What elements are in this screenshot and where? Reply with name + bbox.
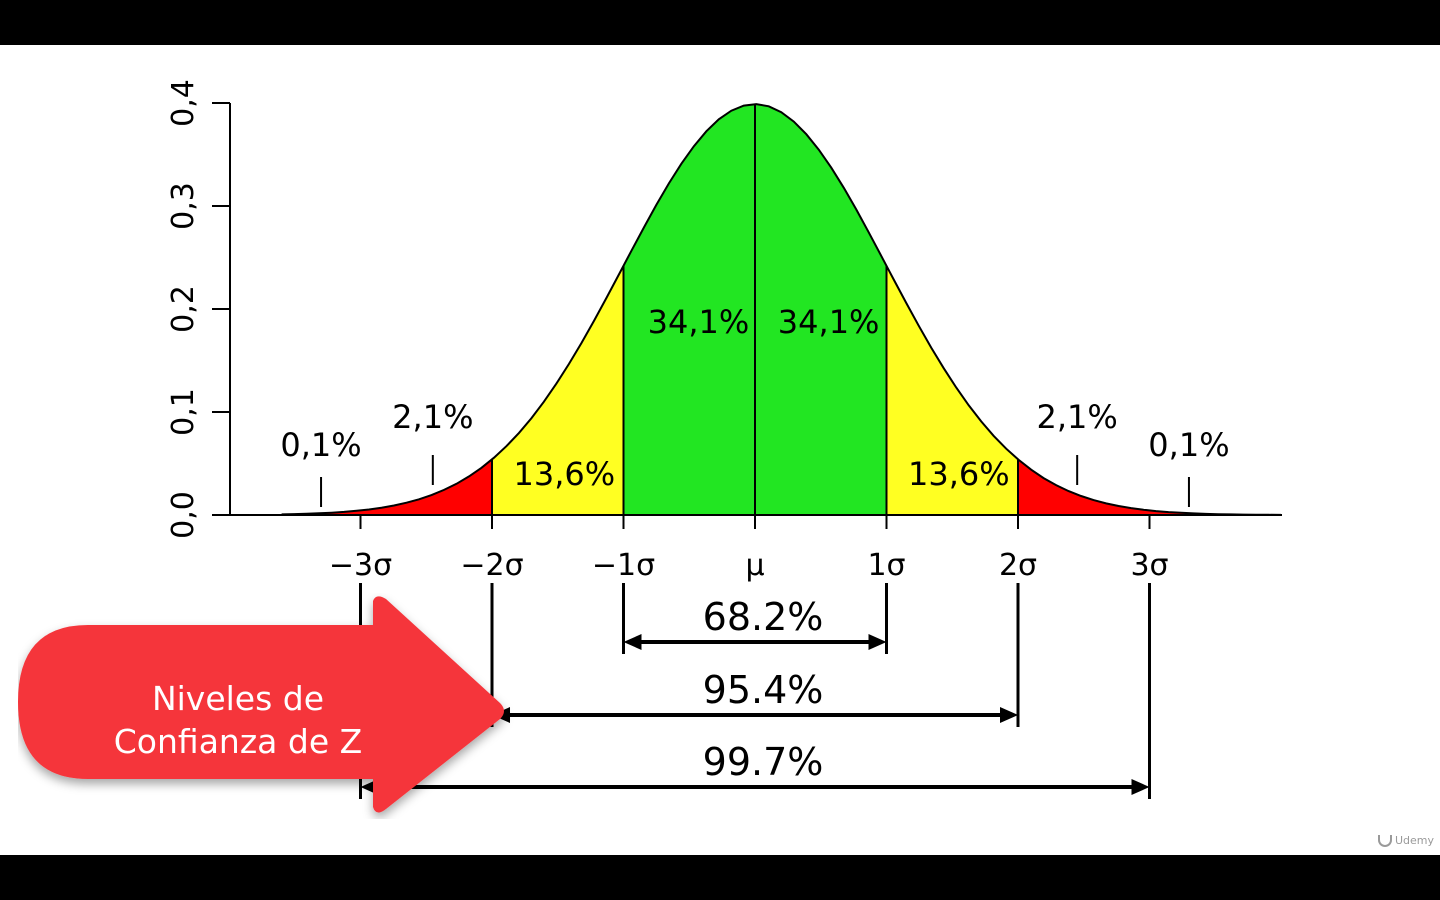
slide: 0,0 0,1 0,2 0,3 0,4 −3σ −2σ −1σ μ 1σ 2σ 3σ 0,1% 2,1% 1…: [0, 45, 1440, 855]
region-6: [1018, 459, 1150, 515]
callout-text: Niveles de Confianza de Z: [58, 677, 418, 763]
x-tick-label-1: −2σ: [460, 548, 523, 583]
region-label-7: 0,1%: [1148, 426, 1229, 464]
region-label-6: 2,1%: [1037, 398, 1118, 436]
y-tick-label-3: 0,3: [166, 182, 201, 230]
normal-distribution-chart: 0,0 0,1 0,2 0,3 0,4 −3σ −2σ −1σ μ 1σ 2σ 3σ 0,1% 2,1% 1…: [166, 79, 1282, 799]
y-tick-label-4: 0,4: [166, 79, 201, 127]
y-tick-label-2: 0,2: [166, 285, 201, 333]
udemy-logo-icon: [1377, 834, 1392, 847]
range-arrow-left-0: [623, 634, 642, 650]
region-label-3: 34,1%: [648, 303, 750, 341]
region-label-0: 0,1%: [280, 426, 361, 464]
y-tick-label-0: 0,0: [166, 491, 201, 539]
region-label-4: 34,1%: [778, 303, 880, 341]
x-tick-label-0: −3σ: [329, 548, 392, 583]
region-label-2: 13,6%: [513, 455, 615, 493]
callout-line-2: Confianza de Z: [113, 722, 363, 761]
x-tick-label-2: −1σ: [592, 548, 655, 583]
region-label-1: 2,1%: [392, 398, 473, 436]
range-arrow-right-0: [868, 634, 887, 650]
range-label-1: 95.4%: [703, 668, 824, 712]
x-tick-label-3: μ: [745, 548, 764, 583]
range-arrow-right-1: [1000, 707, 1018, 723]
callout-arrow: Niveles de Confianza de Z: [18, 593, 518, 819]
x-tick-label-5: 2σ: [999, 548, 1037, 583]
callout-line-1: Niveles de: [151, 679, 325, 718]
watermark-text: Udemy: [1394, 834, 1434, 847]
callout-arrow-shape: [18, 596, 504, 813]
region-label-5: 13,6%: [908, 455, 1010, 493]
range-label-2: 99.7%: [703, 740, 824, 784]
range-label-0: 68.2%: [703, 595, 824, 639]
density-curve: [281, 103, 1282, 516]
udemy-watermark: Udemy: [1377, 834, 1434, 847]
y-tick-label-1: 0,1: [166, 388, 201, 436]
range-arrow-right-2: [1131, 779, 1150, 795]
x-tick-label-6: 3σ: [1130, 548, 1168, 583]
region-1: [360, 459, 492, 515]
x-tick-label-4: 1σ: [867, 548, 905, 583]
